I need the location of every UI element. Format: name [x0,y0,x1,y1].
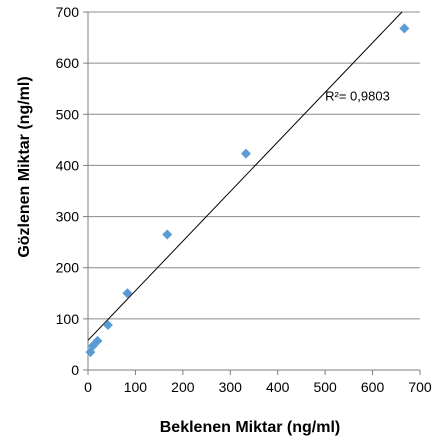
x-tick-label: 300 [219,379,243,395]
y-tick-label: 600 [56,55,80,71]
y-axis-title: Gözlenen Miktar (ng/ml) [16,76,33,257]
r-squared-annotation: R²= 0,9803 [325,88,390,103]
y-tick-label: 400 [56,157,80,173]
y-tick-label: 200 [56,260,80,276]
y-tick-label: 100 [56,311,80,327]
data-point [92,335,103,346]
data-point [122,288,133,299]
x-tick-label: 700 [408,379,432,395]
x-tick-labels: 0 100 200 300 400 500 600 700 [84,370,432,395]
x-tick-label: 400 [266,379,290,395]
x-tick-label: 600 [361,379,385,395]
x-tick-label: 0 [84,379,92,395]
data-point [399,23,410,34]
data-points [85,23,410,358]
y-tick-label: 500 [56,106,80,122]
data-point [240,148,251,159]
y-tick-label: 300 [56,209,80,225]
y-tick-label: 0 [71,362,79,378]
y-tick-labels: 0 100 200 300 400 500 600 700 [56,4,88,378]
data-point [162,229,173,240]
y-tick-label: 700 [56,4,80,20]
grid-lines [88,11,420,320]
data-point [102,319,113,330]
x-tick-label: 100 [124,379,148,395]
trendline [87,11,403,341]
axes [87,12,420,371]
x-tick-label: 200 [171,379,195,395]
x-axis-title: Beklenen Miktar (ng/ml) [160,419,340,436]
x-tick-label: 500 [313,379,337,395]
trendline-group [87,11,403,341]
